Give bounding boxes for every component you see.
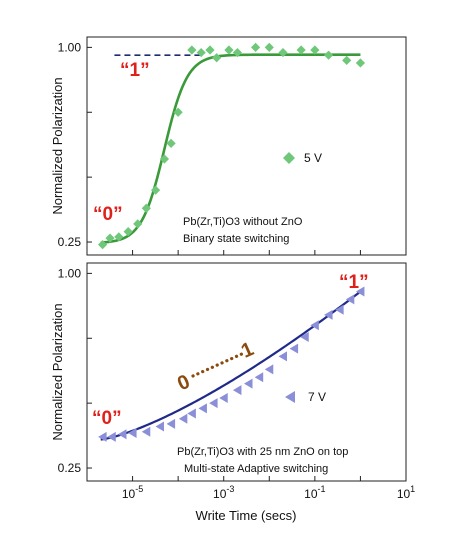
data-point-triangle <box>345 294 355 305</box>
bottom-range-dotted-line <box>191 351 246 378</box>
top-y-axis-label: Normalized Polarization <box>50 77 65 214</box>
data-point-triangle <box>310 320 319 331</box>
bottom-range-start-label: 0 <box>174 371 193 396</box>
bottom-legend-label: 7 V <box>308 390 326 404</box>
bottom-annotation-line-1: Pb(Zr,Ti)O3 with 25 nm ZnO on top <box>177 446 348 458</box>
top-state-low-label: “0” <box>93 204 123 225</box>
y-tick-label: 0.25 <box>58 461 82 475</box>
bottom-legend: 7 V <box>285 390 326 404</box>
data-point-diamond <box>323 50 334 60</box>
data-point-diamond <box>173 107 183 117</box>
bottom-tick-marks <box>87 272 361 481</box>
data-point-triangle <box>244 378 253 389</box>
data-point-triangle <box>166 418 176 429</box>
top-plot-frame <box>86 36 407 256</box>
bottom-y-tick-labels: 1.00 0.25 <box>58 266 82 475</box>
data-point-triangle <box>117 429 127 440</box>
data-point-triangle <box>355 286 365 297</box>
top-legend-diamond-marker <box>283 152 295 164</box>
data-point-triangle <box>155 421 165 432</box>
data-point-diamond <box>212 53 222 63</box>
bottom-state-low-label: “0” <box>92 408 122 429</box>
fit-curve <box>100 290 362 441</box>
data-point-diamond <box>355 58 366 68</box>
x-tick-label: 10-1 <box>304 484 325 501</box>
data-point-triangle <box>209 398 218 409</box>
data-point-diamond <box>114 232 124 242</box>
data-point-triangle <box>232 385 242 396</box>
data-point-diamond <box>166 138 176 149</box>
data-point-triangle <box>324 309 333 320</box>
data-point-triangle <box>107 431 116 442</box>
bottom-y-axis-label: Normalized Polarization <box>50 303 65 440</box>
bottom-annotation-line-2: Multi-state Adaptive switching <box>184 463 328 475</box>
y-tick-label: 1.00 <box>58 266 82 280</box>
data-point-triangle <box>128 427 137 438</box>
bottom-data-points <box>98 286 365 442</box>
data-point-triangle <box>187 408 196 419</box>
data-point-triangle <box>178 413 188 424</box>
top-panel-chart: 1.00 0.25 Normalized Polarization “1” “0”… <box>50 36 407 256</box>
top-y-tick-labels: 1.00 0.25 <box>58 40 82 249</box>
top-legend: 5 V <box>283 151 322 165</box>
bottom-plot-frame <box>86 262 407 482</box>
bottom-panel-chart: 1.00 0.25 10-5 10-3 10-1 101 Normalized Pola… <box>50 262 415 523</box>
data-point-diamond <box>264 42 274 52</box>
top-data-points <box>98 42 366 250</box>
bottom-fit-layer <box>100 290 362 441</box>
data-point-triangle <box>264 364 274 375</box>
data-point-diamond <box>232 47 243 58</box>
data-point-diamond <box>159 154 170 164</box>
top-tick-marks <box>87 46 361 255</box>
data-point-triangle <box>98 431 107 442</box>
bottom-range-label: 0 1 <box>174 338 257 395</box>
top-legend-label: 5 V <box>304 151 322 165</box>
x-tick-label: 10-5 <box>122 484 143 501</box>
data-point-diamond <box>278 47 288 58</box>
data-point-triangle <box>278 351 288 362</box>
data-point-diamond <box>250 42 261 52</box>
data-point-diamond <box>98 240 108 250</box>
fit-curve <box>100 53 361 244</box>
top-state-high-label: “1” <box>120 60 150 81</box>
y-tick-label: 0.25 <box>58 235 82 249</box>
data-point-diamond <box>187 45 197 55</box>
data-point-diamond <box>123 227 133 237</box>
data-point-diamond <box>196 47 206 58</box>
x-tick-label: 101 <box>397 484 415 501</box>
data-point-diamond <box>205 45 215 55</box>
data-point-triangle <box>141 426 151 437</box>
bottom-state-high-label: “1” <box>339 272 369 293</box>
top-annotation-line-1: Pb(Zr,Ti)O3 without ZnO <box>183 216 303 228</box>
data-point-diamond <box>150 185 161 195</box>
data-point-triangle <box>300 331 309 342</box>
data-point-diamond <box>224 45 234 55</box>
data-point-diamond <box>342 55 352 65</box>
data-point-diamond <box>141 203 151 213</box>
bottom-x-tick-labels: 10-5 10-3 10-1 101 <box>122 484 415 501</box>
data-point-diamond <box>133 219 143 229</box>
data-point-triangle <box>335 304 344 315</box>
data-point-triangle <box>219 392 228 403</box>
data-point-triangle <box>198 403 207 414</box>
data-point-triangle <box>289 343 299 354</box>
data-point-diamond <box>105 233 115 243</box>
data-point-triangle <box>254 372 264 383</box>
y-tick-label: 1.00 <box>58 40 82 54</box>
data-point-diamond <box>310 45 320 55</box>
data-point-diamond <box>296 45 306 55</box>
x-tick-label: 10-3 <box>213 484 234 501</box>
bottom-x-axis-label: Write Time (secs) <box>196 508 297 523</box>
bottom-legend-triangle-marker <box>285 391 295 403</box>
top-annotation-line-2: Binary state switching <box>183 233 289 245</box>
top-fit-layer <box>100 53 361 244</box>
bottom-range-end-label: 1 <box>238 338 257 363</box>
